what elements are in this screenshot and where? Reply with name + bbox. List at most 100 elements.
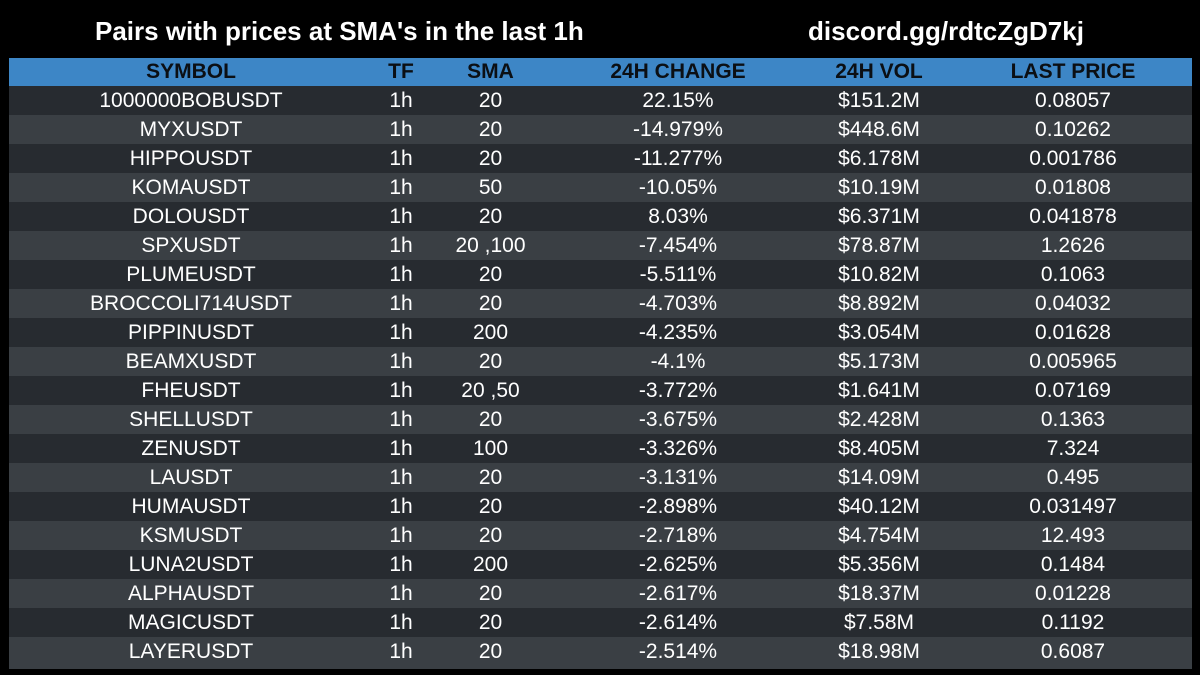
cell-24h-vol: $2.428M: [838, 408, 920, 431]
cell-sma: 100: [472, 437, 509, 460]
cell-sma: 20: [478, 582, 503, 605]
cell-24h-vol: $5.173M: [838, 350, 920, 373]
cell-last-price: 1.2626: [1040, 234, 1106, 257]
table-row: LAUSDT 1h 20 -3.131% $14.09M 0.495: [9, 463, 1192, 492]
cell-24h-change: -2.614%: [638, 611, 718, 634]
table-row: PIPPINUSDT 1h 200 -4.235% $3.054M 0.01628: [9, 318, 1192, 347]
cell-24h-vol: $151.2M: [838, 89, 920, 112]
cell-last-price: 0.04032: [1035, 292, 1111, 315]
column-header-symbol[interactable]: SYMBOL: [146, 60, 236, 83]
cell-sma: 20: [478, 524, 503, 547]
cell-symbol: 1000000BOBUSDT: [99, 89, 283, 112]
cell-24h-vol: $448.6M: [838, 118, 920, 141]
cell-24h-vol: $7.58M: [843, 611, 915, 634]
table-row: DOLOUSDT 1h 20 8.03% $6.371M 0.041878: [9, 202, 1192, 231]
table-row: PLUMEUSDT 1h 20 -5.511% $10.82M 0.1063: [9, 260, 1192, 289]
cell-last-price: 0.08057: [1035, 89, 1111, 112]
column-header-24h-change[interactable]: 24H CHANGE: [610, 60, 746, 83]
table-row: BEAMXUSDT 1h 20 -4.1% $5.173M 0.005965: [9, 347, 1192, 376]
cell-sma: 20 ,50: [461, 379, 520, 402]
cell-symbol: DOLOUSDT: [132, 205, 250, 228]
cell-last-price: 0.031497: [1029, 495, 1117, 518]
column-header-24h-vol[interactable]: 24H VOL: [835, 60, 923, 83]
cell-sma: 200: [472, 553, 509, 576]
cell-symbol: KSMUSDT: [139, 524, 243, 547]
cell-tf: 1h: [389, 611, 413, 634]
cell-24h-change: -2.625%: [638, 553, 718, 576]
cell-tf: 1h: [389, 234, 413, 257]
cell-24h-vol: $10.19M: [838, 176, 920, 199]
cell-24h-vol: $8.405M: [838, 437, 920, 460]
cell-24h-vol: $10.82M: [838, 263, 920, 286]
cell-symbol: SHELLUSDT: [129, 408, 253, 431]
cell-tf: 1h: [389, 292, 413, 315]
table-row: ZENUSDT 1h 100 -3.326% $8.405M 7.324: [9, 434, 1192, 463]
cell-tf: 1h: [389, 205, 413, 228]
column-header-tf[interactable]: TF: [388, 60, 414, 83]
cell-24h-change: -10.05%: [638, 176, 718, 199]
table-row: KSMUSDT 1h 20 -2.718% $4.754M 12.493: [9, 521, 1192, 550]
cell-24h-vol: $4.754M: [838, 524, 920, 547]
cell-sma: 200: [472, 321, 509, 344]
cell-sma: 20: [478, 205, 503, 228]
cell-24h-vol: $6.371M: [838, 205, 920, 228]
cell-tf: 1h: [389, 582, 413, 605]
cell-sma: 20: [478, 466, 503, 489]
cell-24h-change: -3.131%: [638, 466, 718, 489]
table-row: 1000000BOBUSDT 1h 20 22.15% $151.2M 0.08057: [9, 86, 1192, 115]
table-row: SHELLUSDT 1h 20 -3.675% $2.428M 0.1363: [9, 405, 1192, 434]
cell-24h-change: -2.718%: [638, 524, 718, 547]
table-row: LAYERUSDT 1h 20 -2.514% $18.98M 0.6087: [9, 637, 1192, 666]
cell-symbol: PLUMEUSDT: [126, 263, 256, 286]
table-header-row: SYMBOL TF SMA 24H CHANGE 24H VOL LAST PR…: [9, 58, 1192, 86]
table-row: HUMAUSDT 1h 20 -2.898% $40.12M 0.031497: [9, 492, 1192, 521]
cell-24h-vol: $6.178M: [838, 147, 920, 170]
table-row: FHEUSDT 1h 20 ,50 -3.772% $1.641M 0.07169: [9, 376, 1192, 405]
cell-sma: 20 ,100: [455, 234, 526, 257]
cell-last-price: 0.1363: [1040, 408, 1106, 431]
cell-tf: 1h: [389, 263, 413, 286]
cell-24h-vol: $5.356M: [838, 553, 920, 576]
cell-symbol: ALPHAUSDT: [127, 582, 255, 605]
cell-24h-change: -4.235%: [638, 321, 718, 344]
cell-tf: 1h: [389, 408, 413, 431]
cell-last-price: 0.6087: [1040, 640, 1106, 663]
table-row: BROCCOLI714USDT 1h 20 -4.703% $8.892M 0.04032: [9, 289, 1192, 318]
cell-last-price: 0.01628: [1035, 321, 1111, 344]
cell-tf: 1h: [389, 495, 413, 518]
cell-24h-change: -4.703%: [638, 292, 718, 315]
cell-last-price: 0.07169: [1035, 379, 1111, 402]
table-row: LUNA2USDT 1h 200 -2.625% $5.356M 0.1484: [9, 550, 1192, 579]
cell-tf: 1h: [389, 379, 413, 402]
cell-tf: 1h: [389, 176, 413, 199]
cell-sma: 20: [478, 350, 503, 373]
cell-24h-change: -3.772%: [638, 379, 718, 402]
cell-last-price: 0.1484: [1040, 553, 1106, 576]
cell-tf: 1h: [389, 321, 413, 344]
cell-24h-change: -7.454%: [638, 234, 718, 257]
cell-sma: 20: [478, 147, 503, 170]
cell-24h-change: -3.675%: [638, 408, 718, 431]
cell-symbol: LAUSDT: [149, 466, 233, 489]
table-row: SPXUSDT 1h 20 ,100 -7.454% $78.87M 1.2626: [9, 231, 1192, 260]
page-title: Pairs with prices at SMA's in the last 1…: [95, 16, 584, 46]
cell-24h-change: -2.514%: [638, 640, 718, 663]
cell-24h-change: -3.326%: [638, 437, 718, 460]
discord-link[interactable]: discord.gg/rdtcZgD7kj: [808, 16, 1084, 46]
cell-last-price: 0.005965: [1029, 350, 1117, 373]
cell-24h-vol: $1.641M: [838, 379, 920, 402]
pairs-table: SYMBOL TF SMA 24H CHANGE 24H VOL LAST PR…: [9, 58, 1192, 669]
cell-last-price: 0.10262: [1035, 118, 1111, 141]
cell-24h-change: -5.511%: [639, 263, 717, 286]
cell-sma: 20: [478, 292, 503, 315]
table-row: KOMAUSDT 1h 50 -10.05% $10.19M 0.01808: [9, 173, 1192, 202]
cell-tf: 1h: [389, 350, 413, 373]
cell-symbol: KOMAUSDT: [131, 176, 251, 199]
cell-24h-change: -4.1%: [650, 350, 706, 373]
table-row: HIPPOUSDT 1h 20 -11.277% $6.178M 0.001786: [9, 144, 1192, 173]
cell-24h-change: -2.617%: [638, 582, 718, 605]
column-header-last-price[interactable]: LAST PRICE: [1010, 60, 1136, 83]
page-header: Pairs with prices at SMA's in the last 1…: [0, 0, 1200, 58]
column-header-sma[interactable]: SMA: [467, 60, 514, 83]
cell-sma: 20: [478, 640, 503, 663]
